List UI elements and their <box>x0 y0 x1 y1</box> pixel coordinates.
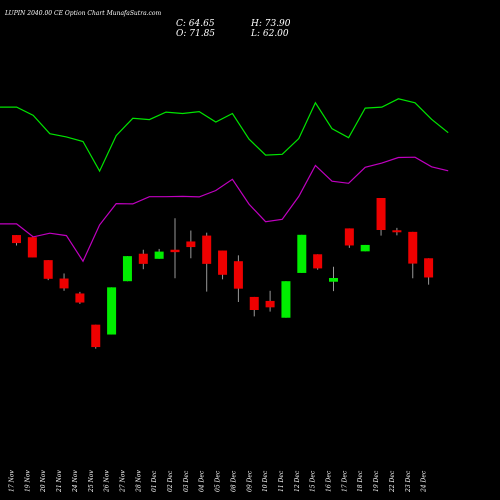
x-tick-label: 24 Nov <box>72 470 79 493</box>
candle-body <box>12 235 21 244</box>
candle-body <box>27 237 37 258</box>
x-axis-labels: 17 Nov 19 Nov 20 Nov 21 Nov 24 Nov 25 Nov 26 N… <box>9 470 428 493</box>
overlay-line-1 <box>0 98 449 173</box>
x-tick-label: 21 Nov <box>56 470 63 493</box>
overlay-line-2 <box>0 156 449 263</box>
candle-body <box>360 244 370 252</box>
x-tick-label: 04 Dec <box>199 470 206 492</box>
x-tick-label: 08 Dec <box>230 470 237 492</box>
open-readout: O: 71.85 <box>176 29 215 39</box>
candle-body <box>218 250 228 275</box>
x-tick-label: 19 Nov <box>24 470 31 492</box>
x-tick-label: 01 Dec <box>151 470 158 492</box>
chart-title: LUPIN 2040.00 CE Option Chart MunafaSutr… <box>4 10 162 17</box>
candle-body <box>297 234 307 273</box>
x-tick-label: 27 Nov <box>119 470 126 493</box>
candle-body <box>408 231 418 264</box>
high-readout: H: 73.90 <box>250 19 291 29</box>
x-tick-label: 10 Dec <box>262 470 269 492</box>
candle-body <box>43 260 53 279</box>
x-tick-label: 03 Dec <box>183 470 190 492</box>
candle-body <box>75 293 85 303</box>
x-tick-label: 26 Nov <box>104 470 111 493</box>
candle-body <box>265 300 275 308</box>
x-tick-label: 17 Dec <box>341 470 348 492</box>
candle-body <box>107 287 117 335</box>
x-tick-label: 18 Dec <box>357 470 364 492</box>
candle-body <box>186 241 196 248</box>
candle-body <box>122 256 132 282</box>
x-tick-label: 02 Dec <box>167 470 174 492</box>
x-tick-label: 12 Dec <box>294 470 301 492</box>
x-tick-label: 20 Nov <box>40 470 47 493</box>
candle-body <box>138 253 148 264</box>
candle-body <box>249 296 259 310</box>
close-readout: C: 64.65 <box>176 19 215 29</box>
x-tick-label: 05 Dec <box>215 470 222 492</box>
candle-body <box>59 278 69 289</box>
candle-body <box>91 324 101 348</box>
candle-body <box>376 198 386 230</box>
x-tick-label: 22 Dec <box>389 470 396 493</box>
overlay-lines <box>0 98 449 263</box>
x-tick-label: 24 Dec <box>421 470 428 493</box>
candle-body <box>233 261 243 289</box>
x-tick-label: 16 Dec <box>326 470 333 492</box>
x-tick-label: 17 Nov <box>9 470 16 492</box>
x-tick-label: 23 Dec <box>405 470 412 493</box>
candle-body <box>329 278 338 282</box>
candle-body <box>344 228 354 246</box>
candle-body <box>281 281 291 318</box>
x-tick-label: 15 Dec <box>310 470 317 492</box>
x-tick-label: 28 Nov <box>135 470 142 493</box>
candles <box>12 198 434 349</box>
candle-body <box>202 235 212 264</box>
candle-body <box>154 251 164 259</box>
candle-body <box>313 254 323 269</box>
low-readout: L: 62.00 <box>250 29 289 39</box>
x-tick-label: 11 Dec <box>278 470 285 492</box>
x-tick-label: 09 Dec <box>246 470 253 492</box>
candle-body <box>392 230 402 233</box>
candle-body <box>424 258 434 278</box>
candle-body <box>170 249 180 253</box>
x-tick-label: 25 Nov <box>88 470 95 493</box>
x-tick-label: 19 Dec <box>373 470 380 492</box>
